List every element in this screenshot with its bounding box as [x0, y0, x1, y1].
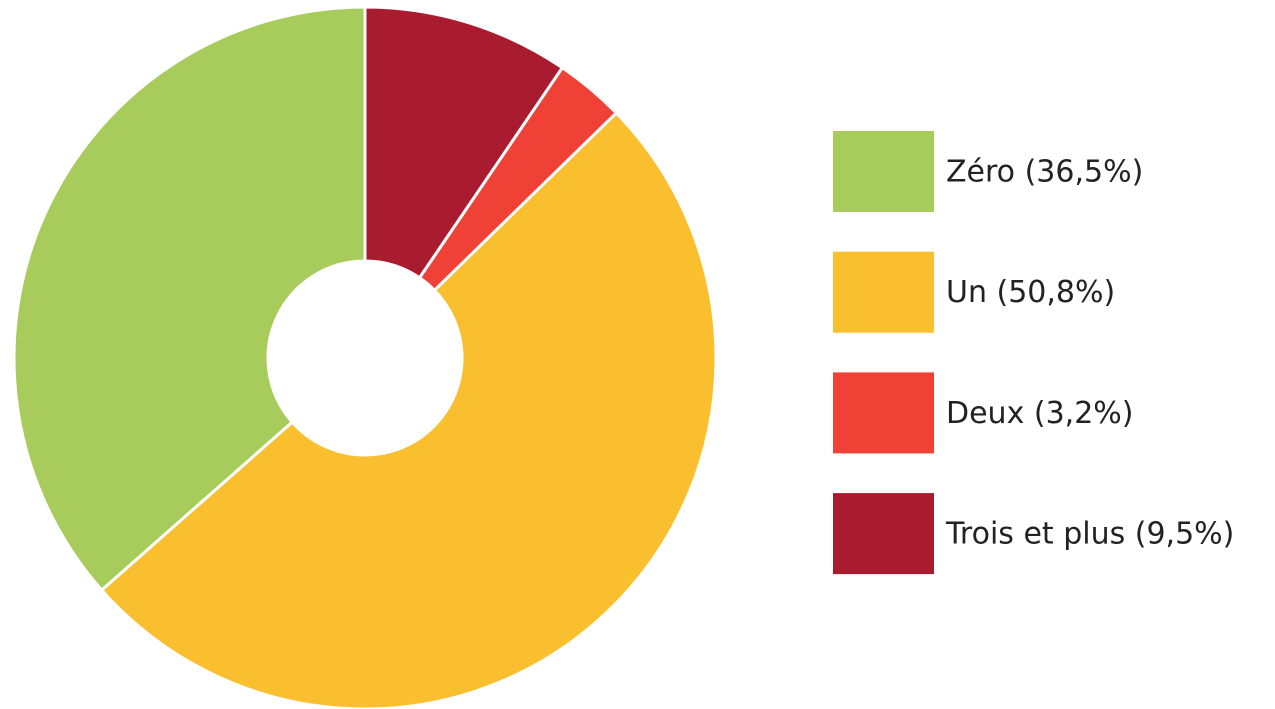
- legend-label: Trois et plus (9,5%): [945, 517, 1234, 552]
- legend-label: Un (50,8%): [946, 275, 1115, 310]
- donut-slice: [12, 5, 367, 593]
- legend-swatch: [833, 131, 934, 212]
- legend-swatch: [833, 251, 934, 333]
- legend-swatch: [833, 493, 934, 575]
- legend-label: Deux (3,2%): [946, 396, 1134, 431]
- legend-swatch: [833, 372, 934, 454]
- donut-slice: [363, 5, 565, 280]
- legend-label: Zéro (36,5%): [946, 155, 1143, 190]
